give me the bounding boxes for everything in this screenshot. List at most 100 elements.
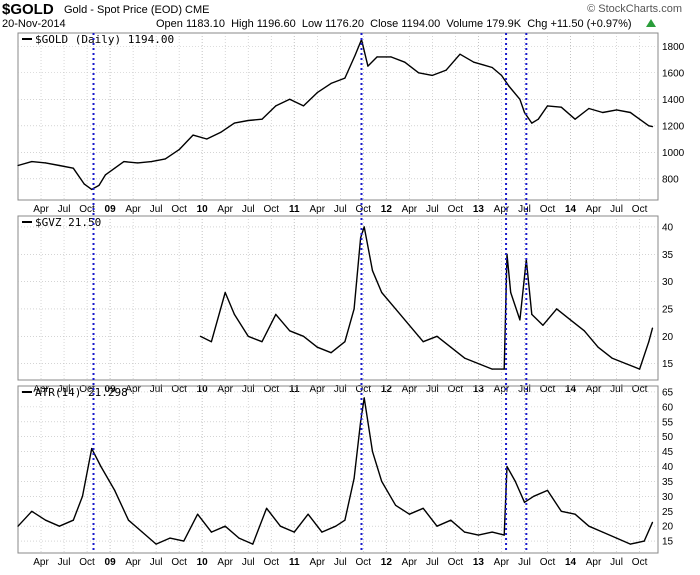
quote-summary: Open 1183.10 High 1196.60 Low 1176.20 Cl… [156, 18, 632, 30]
volume-value: 179.9K [486, 18, 522, 30]
close-value: 1194.00 [401, 18, 441, 30]
data-point-2-51 [643, 540, 645, 542]
ytick-label-2-0: 15 [662, 537, 674, 548]
volume-label: Volume [446, 18, 484, 30]
quote-date: 20-Nov-2014 [2, 18, 66, 30]
data-point-0-54 [648, 125, 650, 127]
data-point-0-29 [367, 65, 369, 67]
data-point-1-36 [611, 357, 613, 359]
data-point-1-23 [477, 363, 479, 365]
data-point-2-19 [266, 507, 268, 509]
data-point-1-18 [408, 324, 410, 326]
xtick-label-2-7: 10 [197, 557, 209, 568]
data-point-2-29 [371, 451, 374, 453]
xtick-label-1-24: Apr [586, 384, 602, 395]
data-point-2-52 [651, 521, 654, 523]
ytick-label-0-5: 1800 [662, 42, 685, 53]
xtick-label-2-1: Jul [58, 557, 71, 568]
ytick-label-2-2: 25 [662, 507, 674, 518]
xtick-label-0-6: Oct [171, 204, 187, 215]
xtick-label-0-17: Jul [426, 204, 439, 215]
data-point-2-32 [408, 513, 410, 515]
data-point-0-39 [491, 66, 493, 69]
data-point-0-51 [616, 109, 618, 111]
low-label: Low [301, 18, 323, 30]
xtick-label-0-5: Jul [150, 204, 163, 215]
xtick-label-1-4: Apr [125, 384, 141, 395]
chart-header: $GOLD Gold - Spot Price (EOD) CME © Stoc… [0, 0, 700, 30]
data-point-2-0 [17, 525, 19, 527]
data-point-1-3 [233, 313, 235, 315]
data-point-0-23 [302, 105, 305, 107]
data-point-1-35 [597, 346, 599, 348]
data-point-1-10 [330, 352, 332, 354]
data-point-2-20 [279, 525, 281, 527]
data-point-1-30 [531, 313, 533, 315]
high-label: High [231, 18, 254, 30]
data-point-0-21 [275, 105, 277, 107]
data-point-0-44 [531, 122, 533, 124]
xtick-label-1-20: Apr [494, 384, 510, 395]
data-point-0-24 [316, 92, 318, 94]
xtick-label-0-19: 13 [473, 204, 485, 215]
ytick-label-1-0: 15 [662, 359, 674, 370]
xtick-label-2-4: Apr [125, 557, 141, 568]
xtick-label-2-2: Oct [79, 557, 95, 568]
xtick-label-0-25: Jul [610, 204, 623, 215]
data-point-1-28 [519, 319, 521, 321]
data-point-0-8 [104, 174, 107, 176]
data-point-0-2 [45, 162, 47, 164]
data-point-0-46 [546, 105, 549, 107]
xtick-label-0-20: Apr [494, 204, 510, 215]
data-point-2-24 [335, 525, 337, 527]
up-arrow-icon [646, 19, 656, 27]
data-point-2-25 [344, 519, 346, 521]
xtick-label-0-15: 12 [381, 204, 393, 215]
data-point-0-31 [390, 56, 392, 58]
data-point-0-14 [178, 149, 180, 151]
high-value: 1196.60 [256, 18, 296, 30]
data-point-2-41 [514, 480, 516, 482]
xtick-label-2-8: Apr [217, 557, 233, 568]
ytick-label-0-4: 1600 [662, 68, 685, 79]
data-point-2-7 [100, 465, 102, 468]
xtick-label-2-15: 12 [381, 557, 393, 568]
data-point-0-52 [629, 111, 632, 114]
data-point-2-39 [503, 534, 505, 536]
ytick-label-2-6: 45 [662, 447, 674, 458]
brand-credit: © StockCharts.com [587, 3, 682, 15]
data-point-2-16 [224, 525, 226, 527]
data-point-0-41 [508, 85, 510, 87]
data-point-2-11 [155, 543, 157, 545]
data-point-2-50 [629, 543, 632, 545]
xtick-label-0-10: Oct [263, 204, 279, 215]
data-point-2-3 [58, 525, 61, 527]
xtick-label-2-11: 11 [289, 557, 300, 568]
xtick-label-0-13: Jul [334, 204, 347, 215]
xtick-label-2-20: Apr [494, 557, 510, 568]
data-point-2-27 [360, 421, 362, 423]
xtick-label-2-23: 14 [565, 557, 577, 568]
data-point-2-8 [114, 489, 116, 491]
data-point-2-22 [307, 513, 309, 515]
xtick-label-0-7: 10 [197, 204, 209, 215]
data-point-0-30 [376, 56, 378, 58]
data-point-2-35 [450, 519, 452, 521]
data-point-1-8 [302, 335, 305, 337]
data-point-0-26 [344, 77, 346, 79]
data-point-0-32 [404, 61, 406, 63]
data-point-0-13 [164, 158, 166, 160]
data-point-2-14 [197, 513, 199, 515]
data-point-2-31 [395, 504, 397, 506]
data-point-1-6 [275, 313, 277, 315]
data-point-2-13 [183, 540, 185, 542]
data-point-0-47 [560, 106, 562, 108]
data-point-1-0 [199, 335, 201, 337]
symbol-title: $GOLD [2, 1, 54, 18]
data-point-1-27 [510, 291, 512, 294]
data-point-2-1 [31, 510, 33, 512]
xtick-label-2-0: Apr [33, 557, 49, 568]
data-point-2-42 [523, 501, 526, 503]
xtick-label-0-1: Jul [58, 204, 71, 215]
